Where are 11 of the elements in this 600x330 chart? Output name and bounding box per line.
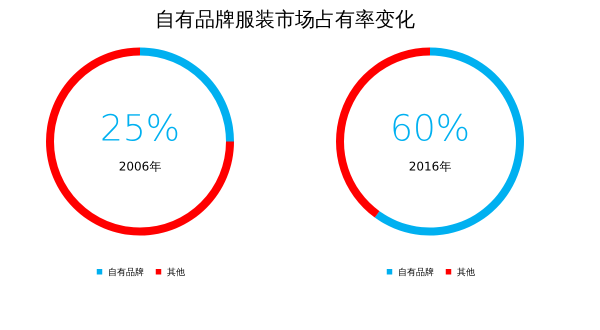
legend-label: 自有品牌: [398, 266, 434, 278]
legend-label: 其他: [167, 266, 185, 278]
legend-label: 自有品牌: [108, 266, 144, 278]
text: 2006年: [118, 160, 162, 174]
text: 自有品牌服装市场占有率变化: [155, 7, 415, 31]
text: 2016年: [408, 160, 452, 174]
data-label: 25%: [100, 108, 180, 150]
legend-label: 其他: [457, 266, 475, 278]
donut-slice: [46, 48, 234, 236]
data-label: 60%: [390, 108, 470, 150]
donut-slice: [374, 48, 524, 236]
